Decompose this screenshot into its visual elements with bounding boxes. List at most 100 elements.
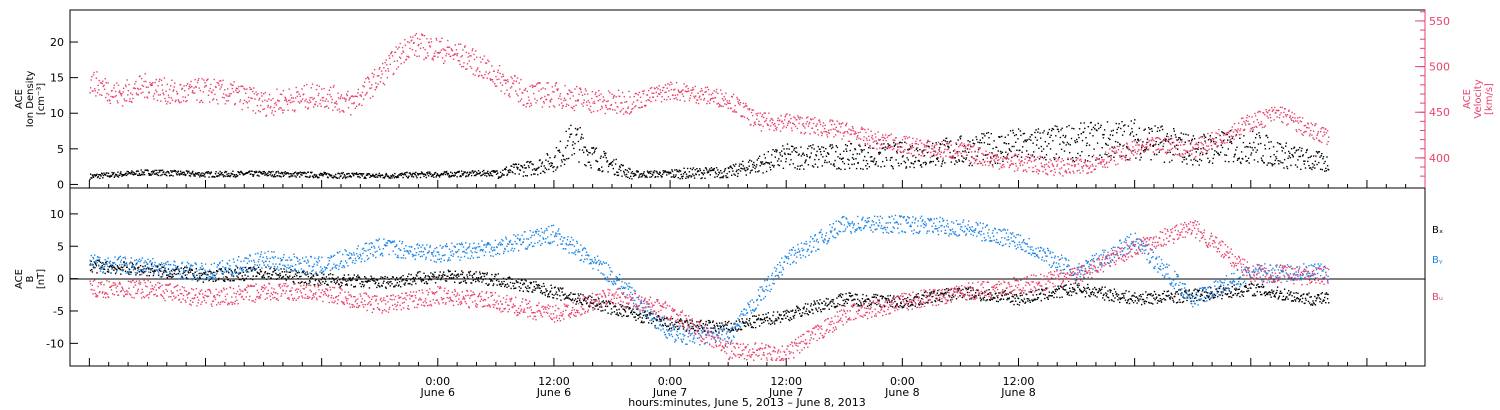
data-point-density [397, 175, 399, 177]
data-point-velocity [1309, 133, 1311, 135]
data-point-density [897, 162, 900, 164]
data-point-density [608, 163, 610, 166]
data-point-bx [362, 281, 364, 283]
data-point-velocity [105, 82, 107, 84]
data-point-density [679, 170, 682, 172]
data-point-density [865, 165, 867, 167]
data-point-bx [331, 277, 333, 279]
data-point-velocity [1096, 158, 1099, 160]
data-point-density [889, 144, 891, 146]
data-point-density [1310, 167, 1312, 169]
data-point-velocity [941, 143, 944, 145]
data-point-density [1248, 162, 1250, 164]
data-point-velocity [474, 74, 476, 76]
data-point-bx [278, 274, 280, 276]
data-point-velocity [139, 75, 141, 77]
data-point-velocity [257, 110, 260, 112]
data-point-velocity [1297, 117, 1299, 119]
data-point-density [638, 175, 641, 177]
data-point-velocity [570, 91, 572, 93]
data-point-velocity [693, 95, 695, 97]
data-point-density [980, 142, 983, 144]
data-point-velocity [1129, 157, 1131, 159]
data-point-bx [274, 269, 276, 271]
data-point-density [1038, 158, 1041, 160]
data-point-density [881, 147, 883, 150]
data-point-density [225, 175, 227, 177]
data-point-velocity [407, 41, 409, 43]
data-point-velocity [486, 62, 488, 64]
data-point-density [345, 176, 347, 178]
data-point-density [1285, 145, 1287, 147]
data-point-density [537, 173, 539, 176]
data-point-density [1272, 146, 1275, 148]
data-point-velocity [329, 93, 331, 96]
data-point-velocity [160, 79, 163, 81]
data-point-density [142, 172, 145, 174]
data-point-velocity [952, 156, 955, 158]
data-point-density [1246, 145, 1248, 148]
data-point-density [300, 172, 303, 174]
data-point-density [761, 161, 764, 163]
data-point-density [1306, 148, 1308, 151]
data-point-bx [376, 286, 378, 289]
data-point-velocity [255, 91, 257, 93]
data-point-velocity [1258, 110, 1260, 112]
data-point-velocity [141, 84, 143, 87]
data-point-density [770, 169, 772, 171]
data-point-density [316, 175, 318, 178]
data-point-velocity [766, 123, 768, 125]
data-point-density [927, 145, 930, 147]
data-point-velocity [592, 102, 594, 104]
data-point-bx [97, 259, 99, 262]
data-point-velocity [593, 100, 595, 103]
data-point-density [742, 160, 744, 163]
data-point-density [250, 173, 252, 175]
data-point-velocity [268, 98, 270, 100]
data-point-density [470, 172, 472, 174]
data-point-velocity [762, 125, 764, 128]
data-point-density [1181, 139, 1183, 141]
data-point-velocity [768, 112, 770, 114]
data-point-density [1170, 135, 1172, 137]
data-point-density [1009, 130, 1012, 132]
data-point-velocity [398, 56, 401, 58]
data-point-velocity [465, 51, 468, 54]
data-point-velocity [119, 90, 121, 92]
data-point-velocity [782, 122, 785, 125]
data-point-velocity [809, 133, 811, 135]
data-point-velocity [1247, 123, 1250, 125]
data-point-density [1102, 134, 1104, 136]
data-point-density [990, 157, 992, 159]
data-point-density [950, 161, 952, 163]
data-point-density [405, 171, 407, 174]
data-point-density [1196, 160, 1199, 162]
data-point-velocity [289, 99, 291, 101]
data-point-velocity [1030, 160, 1033, 163]
data-point-density [96, 173, 98, 175]
data-point-velocity [1238, 122, 1240, 124]
data-point-velocity [865, 137, 868, 139]
data-point-density [567, 140, 569, 142]
data-point-velocity [124, 84, 127, 86]
data-point-bx [235, 271, 238, 273]
data-point-velocity [1322, 135, 1324, 137]
data-point-velocity [1204, 148, 1206, 150]
data-point-density [453, 175, 455, 177]
data-point-density [675, 174, 677, 176]
data-point-density [193, 175, 195, 177]
data-point-density [353, 174, 355, 177]
data-point-velocity [134, 87, 137, 90]
data-point-bx [104, 272, 106, 275]
data-point-velocity [511, 77, 513, 80]
data-point-velocity [880, 144, 882, 146]
data-point-velocity [1052, 164, 1054, 166]
data-point-density [107, 172, 110, 174]
data-point-density [1260, 157, 1263, 159]
data-point-velocity [628, 90, 630, 93]
data-point-velocity [508, 94, 510, 97]
data-point-bx [188, 269, 191, 271]
data-point-velocity [377, 83, 379, 85]
data-point-velocity [999, 157, 1002, 159]
data-point-density [1154, 125, 1156, 127]
